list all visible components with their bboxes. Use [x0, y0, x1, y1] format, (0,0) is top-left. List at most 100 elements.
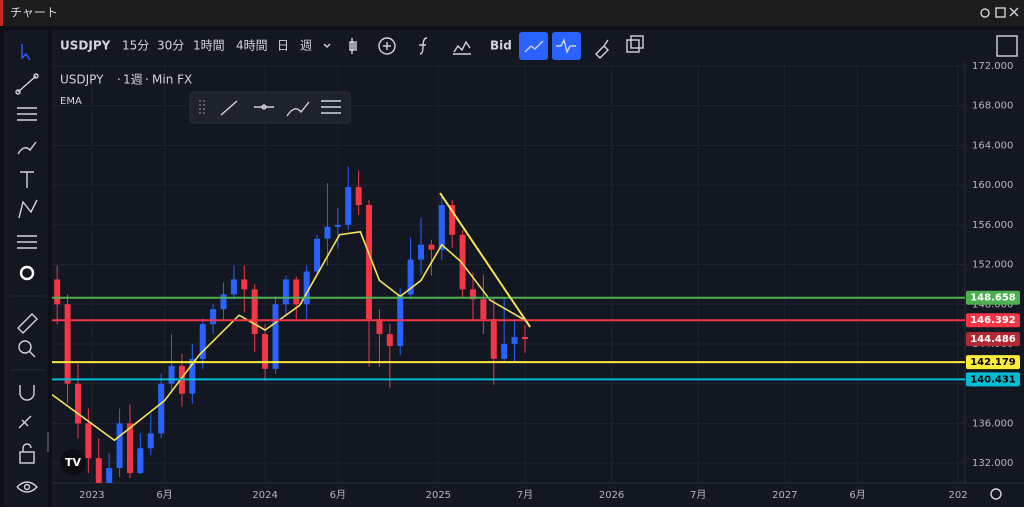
price-label-box [966, 313, 1020, 328]
candle-body [438, 204, 445, 250]
candle-body [480, 299, 487, 320]
floating-tools[interactable] [199, 100, 341, 117]
candle-body [469, 289, 476, 300]
toolbar-icons[interactable] [323, 35, 1018, 59]
drawing-tools[interactable] [15, 44, 39, 493]
legend-sep: · [145, 73, 149, 87]
candle-body [366, 204, 373, 320]
icon [524, 40, 544, 53]
last-price-label: 144.486 [970, 334, 1016, 345]
candle-body [74, 383, 81, 424]
candle-body [521, 337, 528, 340]
interval-button[interactable]: 15分 [122, 39, 149, 53]
candle-body [220, 294, 227, 310]
plot-area [52, 62, 965, 483]
candle-body [345, 187, 352, 225]
grid [52, 62, 965, 483]
price-axis [965, 62, 1024, 483]
candle-body [355, 187, 362, 205]
y-tick-label: 136.000 [972, 418, 1013, 429]
candle-body [501, 343, 508, 359]
candle-body [386, 334, 393, 346]
trendline [439, 192, 531, 328]
x-tick-label: 2026 [599, 490, 624, 501]
candle-body [449, 204, 456, 235]
y-tick-label: 152.000 [972, 260, 1013, 271]
candle-body [54, 279, 61, 305]
x-tick-label: 7月 [517, 489, 533, 501]
candle-body [511, 337, 518, 344]
candle-body [64, 304, 71, 384]
candle-body [428, 244, 435, 250]
y-tick-label: 172.000 [972, 61, 1013, 72]
legend-sep: · [117, 73, 121, 87]
price-label: 142.179 [970, 357, 1016, 368]
y-tick-label: 160.000 [972, 180, 1013, 191]
toolbar-divider [10, 295, 46, 371]
price-label: 148.658 [970, 293, 1016, 304]
price-label: 146.392 [970, 315, 1016, 326]
ema-line [52, 230, 526, 442]
y-tick-label: 148.000 [972, 299, 1013, 310]
x-tick-label: 6月 [849, 489, 865, 501]
candle-body [126, 423, 133, 474]
candle-body [116, 423, 123, 469]
candle-body [137, 448, 144, 474]
candle-body [314, 238, 321, 272]
candle-body [106, 468, 113, 483]
candle-body [189, 358, 196, 394]
title-bar [0, 0, 1024, 26]
series [52, 166, 965, 483]
price-label-box [966, 290, 1020, 305]
toggle-active[interactable] [552, 32, 581, 60]
x-tick-label: 7月 [690, 489, 706, 501]
candle-body [272, 304, 279, 369]
candle-body [490, 319, 497, 359]
candle-body [241, 279, 248, 290]
candle-body [459, 234, 466, 290]
axes: 132.000136.000140.000144.000148.000152.0… [79, 61, 1020, 501]
price-label-box [966, 355, 1020, 370]
y-tick-label: 132.000 [972, 458, 1013, 469]
candle-body [334, 224, 341, 227]
candle-body [282, 279, 289, 305]
candle-body [376, 319, 383, 335]
x-tick-label: 2025 [426, 490, 451, 501]
last-price-box [966, 332, 1020, 347]
legend-indicator: EMA [60, 96, 82, 107]
interval-button[interactable]: 日 [277, 39, 289, 53]
icon [556, 37, 576, 55]
candle-body [158, 383, 165, 434]
toolbar-symbol[interactable]: USDJPY [60, 39, 111, 53]
interval-button[interactable]: 30分 [157, 39, 184, 53]
interval-button[interactable]: 週 [300, 39, 312, 53]
toggle-active[interactable] [519, 32, 548, 60]
candle-body [407, 259, 414, 295]
time-axis [52, 483, 1024, 507]
price-label: 140.431 [970, 374, 1016, 385]
interval-button[interactable]: 4時間 [236, 39, 268, 53]
candle-body [85, 423, 92, 459]
candle-body [251, 289, 258, 335]
x-tick-label: 2027 [772, 490, 797, 501]
window-title: チャート [10, 6, 58, 20]
legend-source: Min FX [152, 73, 192, 87]
candle-body [293, 279, 300, 305]
candle-body [230, 279, 237, 295]
price-label-box [966, 372, 1020, 387]
x-tick-label: 6月 [330, 489, 346, 501]
candle-body [168, 365, 175, 384]
candle-body [199, 324, 206, 359]
price-type[interactable]: Bid [490, 39, 512, 53]
legend-symbol: USDJPY [60, 73, 104, 87]
candle-body [210, 309, 217, 325]
interval-button[interactable]: 1時間 [193, 39, 225, 53]
candle-body [303, 271, 310, 305]
window-controls[interactable] [980, 7, 1019, 18]
candle-body [324, 226, 331, 239]
y-tick-label: 168.000 [972, 101, 1013, 112]
settings[interactable] [990, 488, 1002, 500]
y-tick-label: 164.000 [972, 140, 1013, 151]
x-tick-label: 2024 [252, 490, 277, 501]
